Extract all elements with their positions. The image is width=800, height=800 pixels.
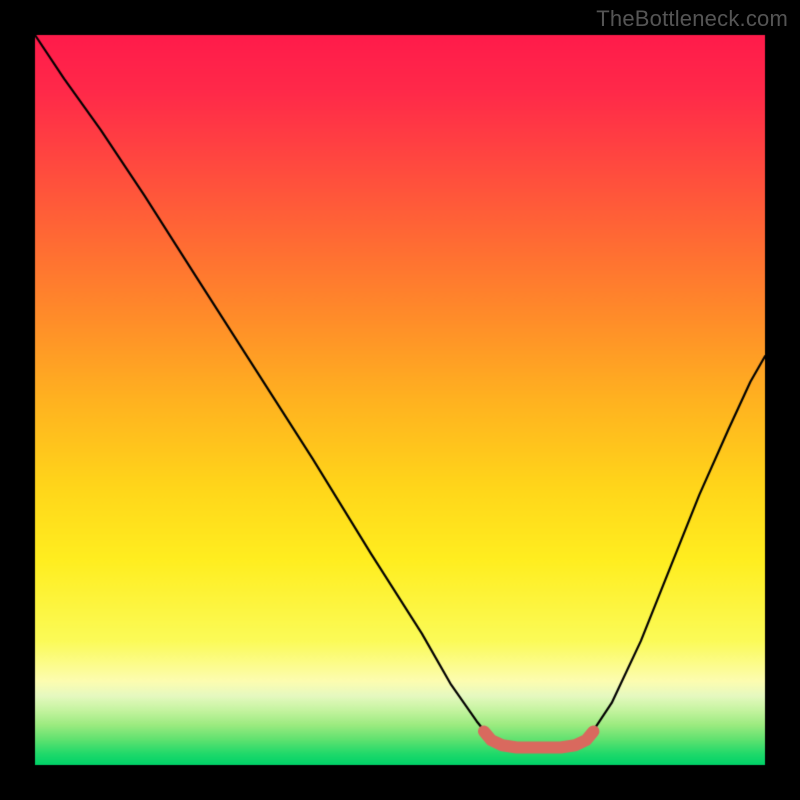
bottleneck-chart: [0, 0, 800, 800]
chart-container: TheBottleneck.com: [0, 0, 800, 800]
